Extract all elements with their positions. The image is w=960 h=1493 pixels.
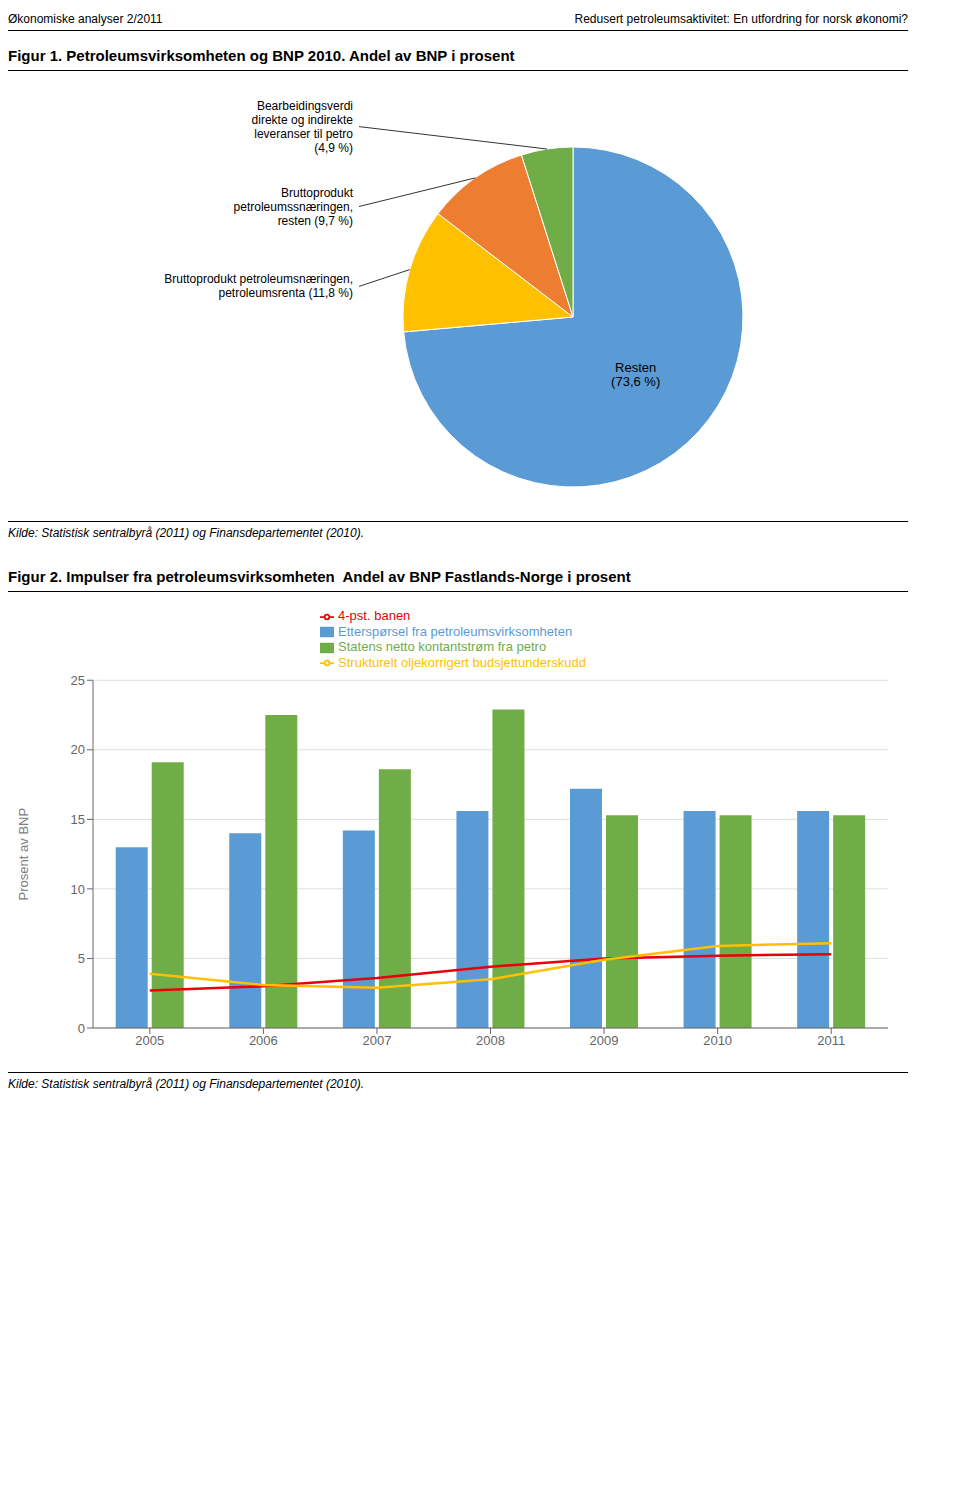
html-text:Etterspørsel fra petroleumsvir: Etterspørsel fra petroleumsvirksomheten [338, 623, 573, 639]
svg-text:10: 10 [71, 882, 85, 897]
html-text:Strukturelt oljekorrigert buds: Strukturelt oljekorrigert budsjettunders… [338, 654, 586, 670]
html-text:Figur 1. Petroleumsvirksomhete: Figur 1. Petroleumsvirksomheten og BNP 2… [8, 47, 515, 64]
svg-text:25: 25 [71, 673, 85, 688]
svg-text:20: 20 [71, 742, 85, 757]
svg-text:Bearbeidingsverdidirekte og in: Bearbeidingsverdidirekte og indirektelev… [252, 99, 354, 155]
html-text:Kilde: Statistisk sentralbyrå: Kilde: Statistisk sentralbyrå (2011) og … [8, 526, 364, 540]
svg-text:5: 5 [78, 951, 85, 966]
svg-text:Resten(73,6 %): Resten(73,6 %) [611, 360, 660, 389]
svg-text:Bruttoproduktpetroleumssnæring: Bruttoproduktpetroleumssnæringen,resten … [234, 186, 354, 228]
svg-text:2005: 2005 [135, 1033, 164, 1048]
svg-text:15: 15 [71, 812, 85, 827]
html-text:4-pst. banen: 4-pst. banen [338, 608, 411, 623]
html-text:Redusert petroleumsaktivitet:: Redusert petroleumsaktivitet: En utfordr… [574, 12, 908, 26]
svg-text:2010: 2010 [703, 1033, 732, 1048]
svg-text:2009: 2009 [590, 1033, 619, 1048]
svg-text:Bruttoprodukt petroleumsnæring: Bruttoprodukt petroleumsnæringen,petrole… [164, 272, 353, 300]
svg-text:2006: 2006 [249, 1033, 278, 1048]
svg-text:2008: 2008 [476, 1033, 505, 1048]
svg-text:Prosent av BNP: Prosent av BNP [16, 808, 31, 901]
html-text:Kilde: Statistisk sentralbyrå: Kilde: Statistisk sentralbyrå (2011) og … [8, 1077, 364, 1091]
svg-text:2011: 2011 [817, 1033, 845, 1048]
svg-text:2007: 2007 [362, 1033, 391, 1048]
html-text:Økonomiske analyser 2/2011: Økonomiske analyser 2/2011 [8, 12, 163, 26]
html-text:Statens netto kontantstrøm fra: Statens netto kontantstrøm fra petro [338, 639, 547, 655]
html-text:Figur 2. Impulser fra petroleu: Figur 2. Impulser fra petroleumsvirksomh… [8, 568, 631, 585]
svg-text:0: 0 [78, 1021, 85, 1036]
